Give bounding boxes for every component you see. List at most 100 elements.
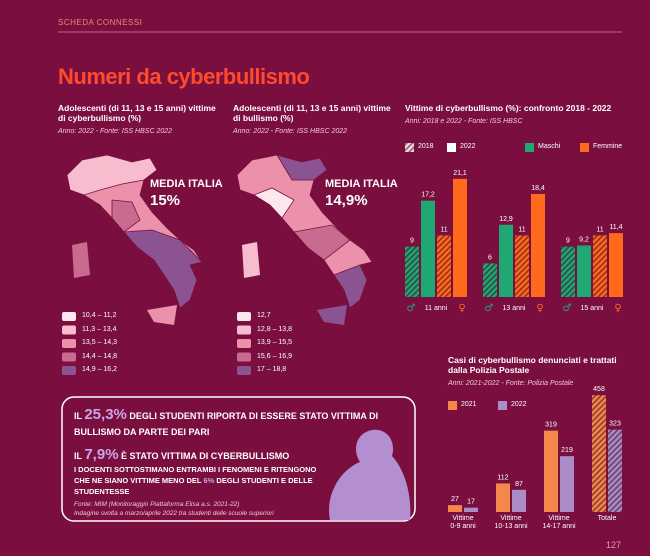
bar-value-label: 21,1 (453, 170, 467, 177)
legend-swatch (447, 143, 456, 152)
callout-text: DEGLI STUDENTI E DELLE STUDENTESSE (74, 475, 313, 496)
bar (464, 507, 478, 512)
gender-symbol: ♂ (485, 303, 494, 314)
legend-swatch (237, 352, 251, 362)
bar-value-label: 87 (515, 481, 523, 488)
gender-symbol: ♂ (407, 303, 416, 314)
page-number: 127 (606, 540, 622, 550)
callout-text: DEGLI STUDENTI RIPORTA DI ESSERE STATO V… (74, 411, 379, 437)
category-label: 15 anni (581, 305, 604, 312)
legend-label: 10,4 – 11,2 (82, 312, 117, 319)
map-subtitle: Anno: 2022 - Fonte: ISS HBSC 2022 (233, 128, 348, 135)
gender-symbol: ♂ (563, 303, 572, 314)
bar (499, 224, 513, 297)
callout-line: IL 7,9% È STATO VITTIMA DI CYBERBULLISMO (74, 444, 394, 466)
map-title: Adolescenti (di 11, 13 e 15 anni) vittim… (58, 103, 216, 123)
category-label: 13 anni (503, 305, 526, 312)
legend-label: 11,3 – 13,4 (82, 325, 117, 333)
map-subtitle: Anno: 2022 - Fonte: ISS HBSC 2022 (58, 128, 173, 135)
average-label: MEDIA ITALIA (150, 178, 223, 190)
bar (421, 200, 435, 297)
legend-label: 14,4 – 14,8 (82, 352, 118, 360)
legend-swatch (62, 352, 76, 362)
bar (577, 245, 591, 297)
category-label: 11 anni (425, 305, 448, 312)
average-value: 15% (150, 192, 181, 209)
callout-line: I DOCENTI SOTTOSTIMANO ENTRAMBI I FENOME… (74, 465, 334, 498)
legend-label: 13,9 – 15,5 (257, 339, 293, 346)
chart-subtitle: Anni: 2021-2022 - Fonte: Polizia Postale (448, 380, 574, 387)
bar-value-label: 18,4 (531, 185, 545, 192)
callout-source: Fonte: MIM (Monitoraggio Piattaforma Eli… (74, 501, 240, 508)
chart-title: Vittime di cyberbullismo (%): confronto … (405, 103, 612, 113)
bar-value-label: 458 (593, 386, 605, 393)
legend-swatch (498, 401, 507, 410)
map-title: Adolescenti (di 11, 13 e 15 anni) vittim… (233, 103, 391, 123)
map-cyberbullismo (66, 154, 203, 325)
bar-value-label: 6 (488, 254, 492, 261)
bar-value-label: 11 (596, 226, 603, 233)
category-label: Vittime 0-9 anni (450, 515, 476, 531)
gender-symbol: ♀ (614, 303, 621, 314)
gender-symbol: ♀ (536, 303, 543, 314)
bar (512, 489, 526, 512)
callout-text: IL (74, 451, 85, 461)
bar (437, 235, 451, 297)
legend-swatch (405, 143, 414, 152)
gender-symbol: ♀ (458, 303, 465, 314)
legend-label: Maschi (538, 143, 561, 150)
callout-text: È STATO VITTIMA DI CYBERBULLISMO (118, 451, 290, 461)
callout-highlight: 7,9% (84, 446, 119, 463)
bar (483, 263, 497, 297)
legend-label: 15,6 – 16,9 (257, 352, 293, 360)
bar (448, 505, 462, 512)
bar-value-label: 11 (440, 226, 447, 233)
silhouette (329, 429, 411, 520)
legend-swatch (448, 401, 457, 410)
bar (560, 456, 574, 512)
callout-box (61, 396, 416, 522)
bar (531, 193, 545, 297)
bar-value-label: 9 (410, 238, 414, 245)
page-title: Numeri da cyberbullismo (58, 64, 310, 89)
average-label: MEDIA ITALIA (325, 178, 398, 190)
bar-value-label: 9 (566, 238, 570, 245)
legend-swatch (237, 366, 251, 375)
bar (496, 483, 510, 512)
legend-swatch (580, 143, 589, 152)
bar (609, 233, 623, 297)
bar (405, 246, 419, 297)
legend-swatch (62, 366, 76, 375)
bar-value-label: 11,4 (609, 224, 622, 231)
callout-highlight: 25,3% (84, 406, 127, 423)
legend-label: 2018 (418, 143, 434, 150)
map-bullismo (236, 154, 373, 325)
legend-swatch (237, 339, 251, 348)
callout-line: IL 25,3% DEGLI STUDENTI RIPORTA DI ESSER… (74, 404, 394, 439)
bar-value-label: 27 (451, 496, 459, 503)
section-label: SCHEDA CONNESSI (58, 18, 143, 27)
chart-subtitle: Anni: 2018 e 2022 - Fonte: ISS HBSC (405, 118, 523, 125)
bar (561, 246, 575, 297)
callout-note: Indagine svolta a marzo/aprile 2022 tra … (74, 510, 274, 517)
bar-value-label: 12,9 (499, 216, 513, 223)
chart-title: Casi di cyberbullismo denunciati e tratt… (448, 355, 617, 375)
average-value: 14,9% (325, 192, 368, 209)
bar-value-label: 11 (518, 226, 525, 233)
callout-text: I DOCENTI SOTTOSTIMANO ENTRAMBI I FENOME… (74, 465, 317, 485)
bar-value-label: 323 (609, 421, 621, 428)
legend-label: 12,8 – 13,8 (257, 325, 293, 333)
legend-label: 12,7 (257, 312, 271, 319)
bar (593, 235, 607, 297)
legend-label: 14,9 – 16,2 (82, 366, 118, 373)
legend-label: 2022 (511, 401, 527, 408)
legend-swatch (62, 312, 76, 321)
legend-label: Femmine (593, 143, 623, 150)
legend-swatch (237, 312, 251, 321)
legend-label: 2021 (461, 401, 477, 408)
legend-label: 17 – 18,8 (257, 366, 287, 373)
bar (544, 430, 558, 512)
legend-swatch (62, 339, 76, 348)
